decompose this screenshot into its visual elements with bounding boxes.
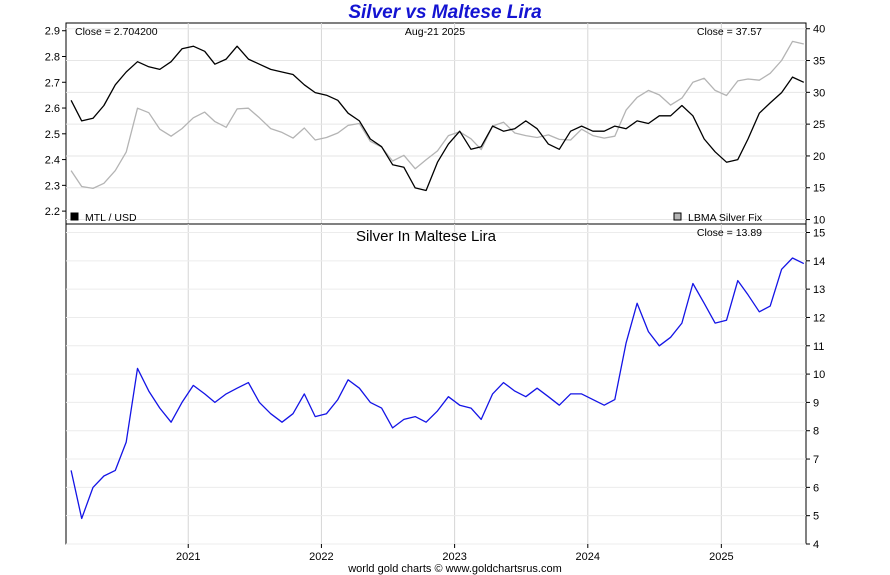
bottom-right-tick-label: 8 [813,426,819,438]
bottom-right-tick-label: 15 [813,227,825,239]
bottom-panel-frame [65,223,807,545]
top-grid [66,23,806,224]
x-tick-label: 2024 [576,551,600,563]
bottom-right-tick-label: 4 [813,539,819,551]
legend-label-silver: LBMA Silver Fix [688,212,763,224]
bottom-right-tick-label: 11 [813,341,824,353]
x-axis: 2021 2022 2023 2024 2025 [176,544,734,563]
bottom-panel-title: Silver In Maltese Lira [356,228,497,245]
bottom-right-tick-label: 12 [813,312,825,324]
bottom-right-tick-label: 5 [813,511,819,523]
right-tick-label: 25 [813,119,825,131]
right-tick-label: 10 [813,215,825,227]
footer-credit: world gold charts © www.goldchartsrus.co… [348,563,562,575]
top-left-axis: 2.2 2.3 2.4 2.5 2.6 2.7 2.8 2.9 [45,26,66,218]
top-close-left: Close = 2.704200 [75,26,158,38]
bottom-right-tick-label: 13 [813,284,825,296]
top-series-group [70,40,805,192]
left-tick-label: 2.2 [45,206,60,218]
top-close-right: Close = 37.57 [697,26,762,38]
mtl-usd-line [70,45,805,192]
silver-in-mtl-line [70,257,805,520]
top-panel: 2.22.32.42.52.62.72.82.9 10152025303540 … [45,22,825,227]
x-tick-label: 2025 [709,551,733,563]
top-panel-frame [65,22,807,225]
right-tick-label: 30 [813,87,825,99]
left-tick-label: 2.3 [45,180,60,192]
legend-label-mtl: MTL / USD [85,212,137,224]
bottom-right-tick-label: 6 [813,482,819,494]
left-tick-label: 2.5 [45,129,60,141]
top-right-axis: 10 15 20 25 30 35 40 [806,24,825,227]
left-tick-label: 2.6 [45,103,60,115]
right-tick-label: 40 [813,24,825,36]
bottom-series-group [70,257,805,520]
x-tick-label: 2023 [442,551,466,563]
bottom-right-tick-label: 7 [813,454,819,466]
bottom-right-tick-label: 14 [813,256,825,268]
bottom-close-right: Close = 13.89 [697,227,762,239]
left-tick-label: 2.7 [45,77,60,89]
bottom-right-tick-label: 10 [813,369,825,381]
left-tick-label: 2.9 [45,26,60,38]
left-tick-label: 2.4 [45,155,60,167]
legend-swatch-mtl [70,212,79,221]
right-tick-label: 20 [813,151,825,163]
right-tick-label: 15 [813,183,825,195]
chart-title: Silver vs Maltese Lira [348,2,542,23]
bottom-grid [66,224,806,545]
right-tick-label: 35 [813,56,825,68]
silver-fix-line [70,40,804,190]
x-tick-label: 2022 [309,551,333,563]
top-date-label: Aug-21 2025 [405,26,465,38]
bottom-right-axis: 4 5 6 7 8 9 10 11 12 13 14 15 [806,227,825,551]
bottom-right-tick-label: 9 [813,397,819,409]
legend-swatch-silver [673,212,682,221]
x-tick-label: 2021 [176,551,200,563]
left-tick-label: 2.8 [45,52,60,64]
